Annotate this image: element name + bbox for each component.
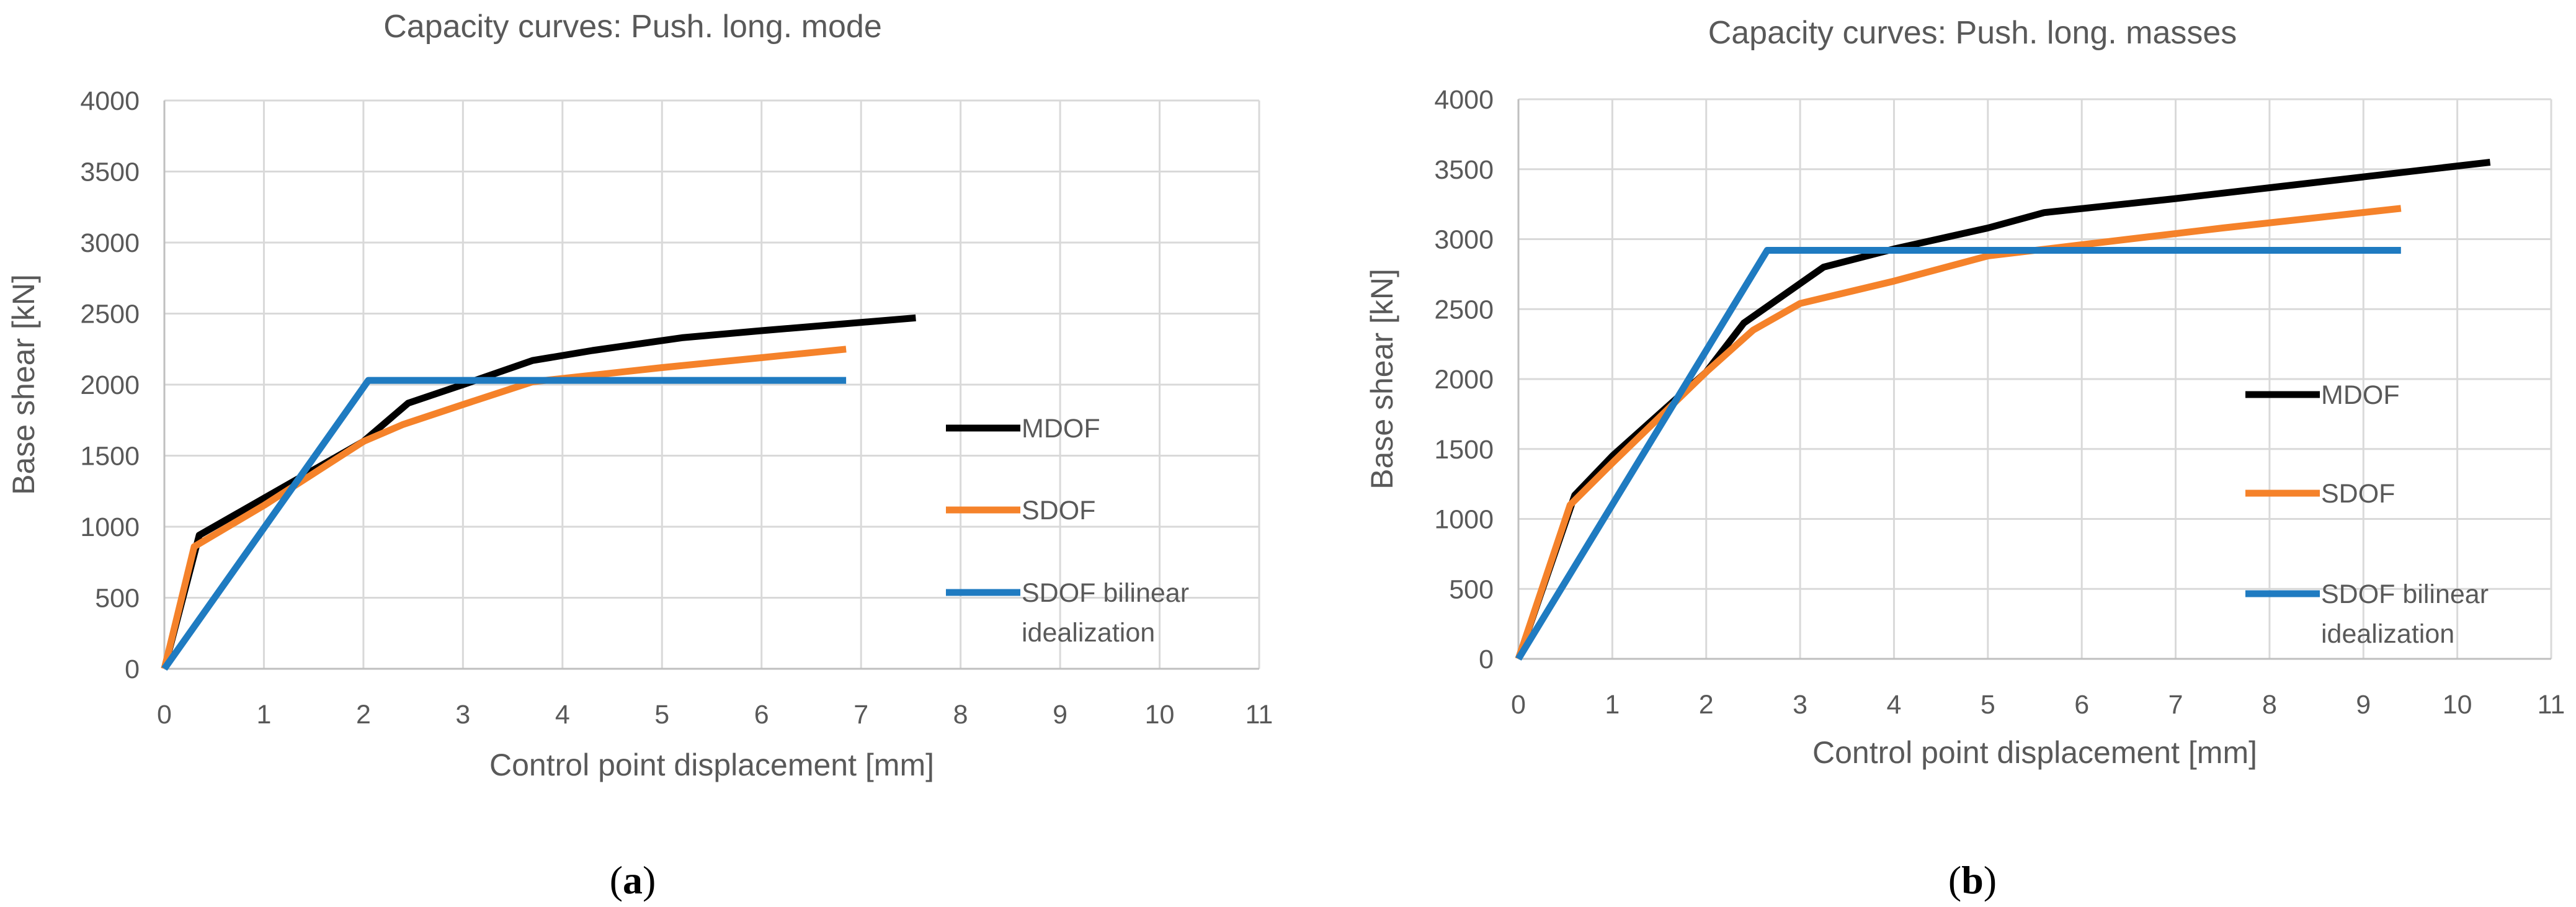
x-tick-label: 10 [2443, 690, 2472, 720]
x-tick-label: 9 [1053, 700, 1067, 730]
chart-title: Capacity curves: Push. long. masses [1708, 15, 2237, 51]
legend-entry: MDOF [2245, 380, 2400, 410]
x-tick-label: 5 [1981, 690, 1995, 720]
x-tick-label: 6 [2074, 690, 2089, 720]
caption-open: ( [1948, 858, 1961, 902]
x-tick-label: 4 [555, 700, 570, 730]
legend-label: SDOF [2321, 479, 2395, 509]
y-tick-label: 3500 [1434, 155, 1494, 185]
chart-title: Capacity curves: Push. long. mode [383, 9, 882, 45]
x-tick-label: 2 [1699, 690, 1714, 720]
legend-entry: SDOF bilinear idealization [946, 578, 1189, 648]
legend-entry: SDOF [946, 496, 1095, 525]
x-axis-label: Control point displacement [mm] [1812, 735, 2257, 770]
series-line-sdof [161, 346, 847, 670]
x-axis-label: Control point displacement [mm] [489, 748, 934, 782]
caption-letter: a [623, 858, 643, 902]
x-tick-label: 4 [1886, 690, 1901, 720]
legend-label-line: SDOF bilinear [2321, 579, 2489, 609]
legend-entry: MDOF [946, 414, 1100, 444]
chart-a: Capacity curves: Push. long. mode0500100… [6, 9, 1273, 902]
y-tick-label: 1500 [80, 442, 140, 471]
y-tick-label: 0 [125, 655, 140, 684]
chart-b: Capacity curves: Push. long. masses 0 500 1… [1365, 15, 2565, 902]
x-tick-label: 3 [1793, 690, 1807, 720]
y-tick-label: 3000 [1434, 225, 1494, 255]
x-tick-label: 2 [356, 700, 371, 730]
legend-label-line: idealization [1022, 618, 1155, 648]
panel-caption: (b) [1948, 858, 1997, 902]
x-tick-label: 8 [953, 700, 968, 730]
x-tick-label: 3 [455, 700, 470, 730]
x-tick-label: 7 [2168, 690, 2183, 720]
caption-letter: b [1961, 858, 1984, 902]
y-tick-label: 500 [1449, 574, 1494, 604]
x-tick-label: 7 [853, 700, 868, 730]
series-line-sdof-bilinear-idealization [1515, 247, 2401, 661]
y-tick-label: 2500 [1434, 295, 1494, 324]
legend-label: SDOF bilinear idealization [1022, 578, 1189, 648]
caption-open: ( [610, 858, 623, 902]
series-line-sdof-bilinear-idealization [161, 377, 847, 671]
legend-label: MDOF [2321, 380, 2400, 410]
legend-entry: SDOF [2245, 479, 2395, 509]
x-tick-label: 6 [754, 700, 769, 730]
panel-caption: (a) [610, 858, 656, 902]
series-line-sdof [1515, 205, 2402, 660]
x-tick-label: 0 [1511, 690, 1526, 720]
y-tick-label: 2000 [1434, 365, 1494, 395]
y-tick-label: 4000 [1434, 85, 1494, 115]
series-line-mdof [1515, 159, 2491, 660]
y-tick-label: 1000 [80, 512, 140, 542]
x-tick-label: 9 [2356, 690, 2371, 720]
y-tick-label: 1500 [1434, 435, 1494, 465]
legend-label: SDOF [1022, 496, 1095, 525]
y-tick-label: 500 [95, 584, 140, 614]
y-axis-label: Base shear [kN] [6, 274, 41, 495]
x-tick-label: 11 [1246, 700, 1273, 730]
y-tick-label: 0 [1479, 645, 1494, 674]
y-axis-label: Base shear [kN] [1365, 269, 1399, 489]
caption-close: ) [643, 858, 656, 902]
x-tick-label: 11 [2538, 690, 2565, 720]
y-tick-label: 3000 [80, 228, 140, 258]
x-tick-label: 8 [2262, 690, 2277, 720]
legend-label-line: idealization [2321, 619, 2454, 649]
legend-label: SDOF bilinear idealization [2321, 579, 2489, 649]
y-tick-label: 4000 [80, 86, 140, 116]
legend-label: MDOF [1022, 414, 1100, 444]
y-tick-label: 2000 [80, 370, 140, 400]
x-tick-label: 5 [654, 700, 669, 730]
x-tick-label: 10 [1145, 700, 1175, 730]
series-line-mdof [161, 314, 916, 670]
x-tick-label: 1 [256, 700, 271, 730]
y-tick-label: 2500 [80, 300, 140, 329]
legend-label-line: SDOF bilinear [1022, 578, 1189, 608]
x-tick-label: 0 [157, 700, 172, 730]
y-tick-label: 1000 [1434, 505, 1494, 535]
y-tick-label: 3500 [80, 158, 140, 187]
legend-entry: SDOF bilinear idealization [2245, 579, 2489, 649]
caption-close: ) [1984, 858, 1997, 902]
x-tick-label: 1 [1605, 690, 1620, 720]
